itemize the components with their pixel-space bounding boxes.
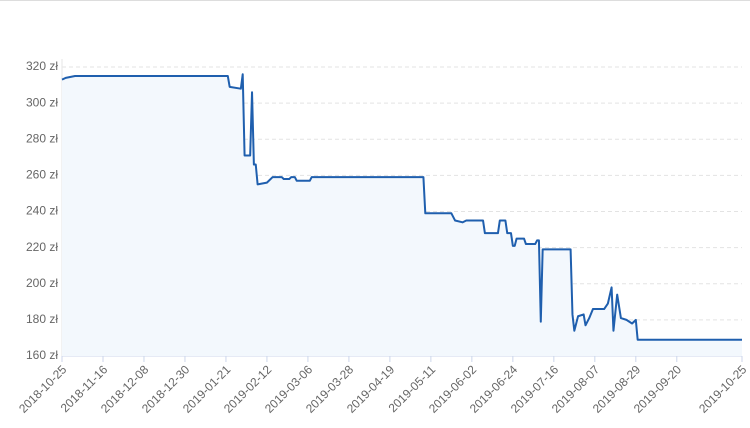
area <box>62 74 742 356</box>
y-tick-label: 260 zł <box>26 168 58 182</box>
x-tick-label: 2019-10-25 <box>696 362 750 416</box>
y-tick-label: 280 zł <box>26 131 58 145</box>
y-tick-label: 220 zł <box>26 240 58 254</box>
price-line <box>61 73 742 341</box>
y-tick-label: 320 zł <box>26 59 58 73</box>
y-tick-label: 300 zł <box>26 95 58 109</box>
y-tick-label: 160 zł <box>26 348 58 362</box>
y-tick-label: 180 zł <box>26 312 58 326</box>
y-tick-label: 200 zł <box>26 276 58 290</box>
y-tick-label: 240 zł <box>26 204 58 218</box>
